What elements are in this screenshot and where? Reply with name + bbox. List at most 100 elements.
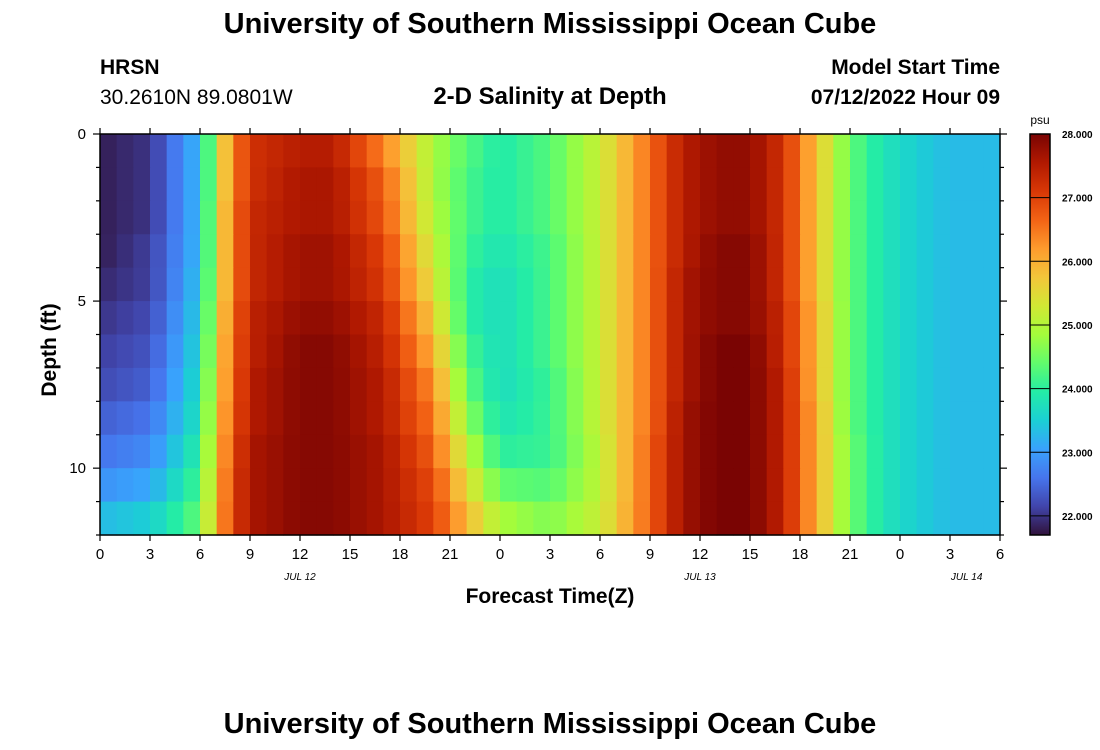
heatmap-cell xyxy=(100,501,118,536)
x-tick-label: 18 xyxy=(792,546,809,563)
heatmap-cell xyxy=(883,234,901,269)
heatmap-cell xyxy=(550,167,568,202)
heatmap-cell xyxy=(150,167,168,202)
heatmap-cell xyxy=(133,501,151,536)
x-tick-label: 12 xyxy=(692,546,709,563)
colorbar-tick-label: 25.000 xyxy=(1062,321,1093,332)
heatmap-cell xyxy=(150,301,168,336)
heatmap-cell xyxy=(900,367,918,402)
heatmap-cell xyxy=(850,267,868,302)
heatmap-cell xyxy=(450,434,468,469)
heatmap-cell xyxy=(683,334,701,369)
heatmap-cell xyxy=(166,401,184,436)
heatmap-cell xyxy=(800,367,818,402)
heatmap-cell xyxy=(450,501,468,536)
heatmap-cell xyxy=(566,234,584,269)
heatmap-cell xyxy=(533,301,551,336)
heatmap-cell xyxy=(983,267,1001,302)
heatmap-cell xyxy=(866,468,884,503)
heatmap-cell xyxy=(316,234,334,269)
heatmap-cell xyxy=(416,200,434,235)
heatmap-cell xyxy=(950,401,968,436)
heatmap-cell xyxy=(800,234,818,269)
heatmap-cell xyxy=(683,501,701,536)
heatmap-cell xyxy=(316,367,334,402)
heatmap-cell xyxy=(283,367,301,402)
heatmap-cell xyxy=(733,301,751,336)
heatmap-cell xyxy=(183,401,201,436)
heatmap-cell xyxy=(766,401,784,436)
heatmap-cell xyxy=(483,501,501,536)
heatmap-cell xyxy=(183,468,201,503)
heatmap-cell xyxy=(100,234,118,269)
heatmap-cell xyxy=(283,234,301,269)
x-tick-label: 0 xyxy=(896,546,904,563)
heatmap-cell xyxy=(200,167,218,202)
heatmap-cell xyxy=(883,200,901,235)
heatmap-cell xyxy=(200,468,218,503)
heatmap-cell xyxy=(333,468,351,503)
heatmap-cell xyxy=(350,167,368,202)
heatmap-cell xyxy=(250,301,268,336)
heatmap-cell xyxy=(716,501,734,536)
heatmap-cell xyxy=(916,367,934,402)
heatmap-cell xyxy=(983,501,1001,536)
heatmap-cell xyxy=(916,501,934,536)
heatmap-cell xyxy=(300,367,318,402)
heatmap-cell xyxy=(116,468,134,503)
heatmap-cell xyxy=(766,434,784,469)
heatmap-cell xyxy=(416,267,434,302)
heatmap-cell xyxy=(216,367,234,402)
heatmap-cell xyxy=(483,301,501,336)
heatmap-cell xyxy=(566,367,584,402)
heatmap-cell xyxy=(233,367,251,402)
heatmap-cell xyxy=(200,501,218,536)
heatmap-cell xyxy=(283,334,301,369)
heatmap-cell xyxy=(583,267,601,302)
heatmap-cell xyxy=(766,301,784,336)
heatmap-cell xyxy=(816,501,834,536)
heatmap-cell xyxy=(950,134,968,169)
heatmap-cell xyxy=(300,301,318,336)
heatmap-cell xyxy=(383,167,401,202)
heatmap-cell xyxy=(883,367,901,402)
heatmap-cell xyxy=(733,501,751,536)
heatmap-cell xyxy=(933,200,951,235)
heatmap-cell xyxy=(800,167,818,202)
heatmap-cell xyxy=(383,401,401,436)
heatmap-cell xyxy=(583,468,601,503)
heatmap-cell xyxy=(783,401,801,436)
heatmap-cell xyxy=(533,468,551,503)
heatmap-cell xyxy=(816,434,834,469)
heatmap-cell xyxy=(116,367,134,402)
heatmap-cell xyxy=(716,434,734,469)
heatmap-cell xyxy=(850,167,868,202)
heatmap-cell xyxy=(583,334,601,369)
heatmap-cell xyxy=(166,301,184,336)
heatmap-cell xyxy=(816,234,834,269)
heatmap-cell xyxy=(366,234,384,269)
heatmap-cell xyxy=(116,334,134,369)
heatmap-cell xyxy=(816,367,834,402)
heatmap-cell xyxy=(450,334,468,369)
heatmap-cell xyxy=(683,367,701,402)
heatmap-cell xyxy=(483,468,501,503)
heatmap-cell xyxy=(233,200,251,235)
heatmap-cell xyxy=(700,468,718,503)
heatmap-cell xyxy=(216,501,234,536)
heatmap-cell xyxy=(333,401,351,436)
y-tick-label: 10 xyxy=(69,460,86,477)
heatmap-cell xyxy=(933,367,951,402)
heatmap-cell xyxy=(866,301,884,336)
heatmap-cell xyxy=(933,334,951,369)
colorbar-tick-label: 23.000 xyxy=(1062,448,1093,459)
heatmap-cell xyxy=(750,267,768,302)
x-date-label: JUL 12 xyxy=(283,572,316,583)
x-tick-label: 21 xyxy=(842,546,859,563)
heatmap-cell xyxy=(333,134,351,169)
heatmap-cell xyxy=(366,200,384,235)
heatmap-cell xyxy=(650,468,668,503)
heatmap-cell xyxy=(433,468,451,503)
heatmap-cell xyxy=(666,200,684,235)
heatmap-cell xyxy=(416,434,434,469)
